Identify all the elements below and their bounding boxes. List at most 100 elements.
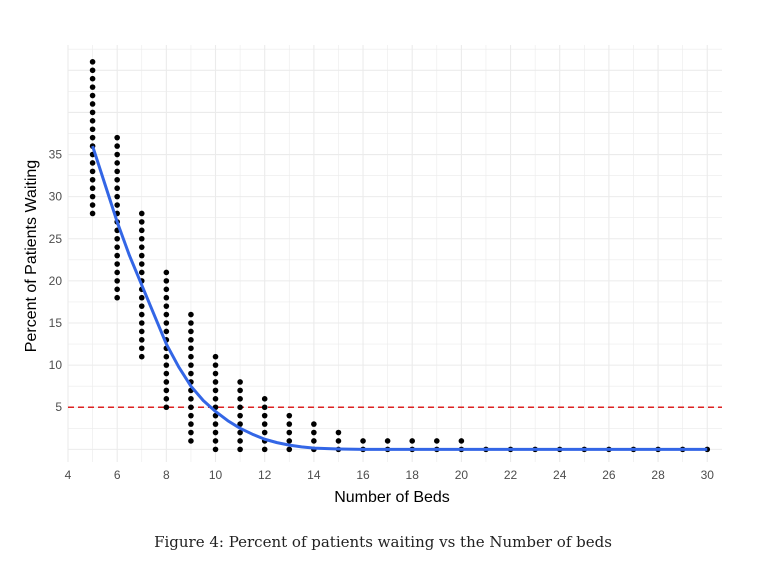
data-point [89, 118, 96, 124]
y-axis-title: Percent of Patients Waiting [23, 160, 40, 352]
data-point [114, 294, 120, 301]
data-point [138, 227, 145, 234]
x-tick-label: 4 [65, 468, 72, 482]
data-point [384, 438, 391, 444]
data-point [311, 429, 317, 436]
y-tick-label: 35 [49, 148, 63, 162]
data-point [188, 328, 194, 335]
data-point [89, 193, 96, 200]
data-point [237, 421, 243, 427]
data-point [163, 353, 170, 360]
x-tick-label: 18 [406, 468, 420, 482]
data-point [114, 134, 120, 141]
data-point [188, 438, 194, 444]
fit-curve-group [91, 145, 708, 451]
data-point [237, 404, 243, 411]
data-point [138, 252, 145, 259]
data-point [237, 438, 243, 444]
y-tick-label: 20 [49, 274, 63, 288]
data-point [114, 269, 120, 276]
data-point [163, 362, 170, 368]
data-point [114, 261, 120, 267]
data-point [188, 320, 194, 326]
data-point [188, 429, 194, 436]
fit-curve [91, 145, 708, 451]
data-point [89, 185, 96, 192]
data-point [138, 244, 145, 250]
data-point [163, 286, 170, 293]
x-tick-label: 26 [602, 468, 616, 482]
data-point [89, 67, 96, 74]
data-point [138, 303, 145, 309]
data-point [138, 219, 145, 225]
data-point [163, 387, 170, 394]
data-point [360, 438, 366, 444]
data-point [89, 101, 96, 107]
data-point [114, 143, 120, 149]
data-point [286, 429, 293, 436]
data-point [433, 438, 440, 444]
data-point [237, 412, 243, 419]
data-point [188, 421, 194, 427]
data-point [188, 337, 194, 343]
data-point [114, 168, 120, 175]
data-point [188, 412, 194, 419]
data-point [311, 421, 317, 427]
data-point [114, 160, 120, 166]
data-point [89, 75, 96, 82]
x-tick-label: 16 [356, 468, 370, 482]
data-point [335, 429, 342, 436]
data-point [89, 160, 96, 166]
data-point [163, 379, 170, 385]
data-point [89, 126, 96, 133]
data-point [188, 345, 194, 352]
data-point [237, 396, 243, 402]
data-point [114, 252, 120, 259]
data-point [114, 185, 120, 192]
data-point [163, 311, 170, 318]
data-point [138, 235, 145, 242]
data-point [89, 59, 96, 65]
data-point [138, 320, 145, 326]
data-point [261, 446, 268, 453]
data-point [212, 421, 219, 427]
data-point [138, 345, 145, 352]
data-point [163, 370, 170, 377]
data-point [261, 429, 268, 436]
data-point [114, 244, 120, 250]
data-point [163, 303, 170, 309]
data-point [212, 429, 219, 436]
data-point [138, 353, 145, 360]
x-tick-label: 14 [307, 468, 321, 482]
x-tick-label: 20 [455, 468, 469, 482]
data-point [188, 362, 194, 368]
data-point [89, 210, 96, 217]
data-point [138, 294, 145, 301]
data-point [163, 396, 170, 402]
data-point [138, 210, 145, 217]
data-point [261, 421, 268, 427]
data-point [138, 328, 145, 335]
data-point [163, 278, 170, 284]
data-point [237, 379, 243, 385]
data-point [138, 337, 145, 343]
data-point [212, 396, 219, 402]
x-tick-label: 6 [114, 468, 121, 482]
data-point [89, 92, 96, 99]
data-point [114, 193, 120, 200]
y-tick-label: 10 [49, 358, 63, 372]
data-point [188, 396, 194, 402]
data-point [89, 176, 96, 183]
scatter-points [89, 59, 711, 453]
data-point [237, 429, 243, 436]
data-point [335, 438, 342, 444]
x-axis-title: Number of Beds [334, 489, 450, 506]
data-point [286, 412, 293, 419]
scatter-chart: 4 6 8 10 12 14 16 18 20 22 24 26 28 30 5 10 15 20 25 30 35 N… [23, 45, 722, 506]
data-point [114, 151, 120, 158]
data-point [212, 446, 219, 453]
data-point [237, 446, 243, 453]
x-tick-label: 30 [701, 468, 715, 482]
data-point [261, 412, 268, 419]
data-point [212, 370, 219, 377]
